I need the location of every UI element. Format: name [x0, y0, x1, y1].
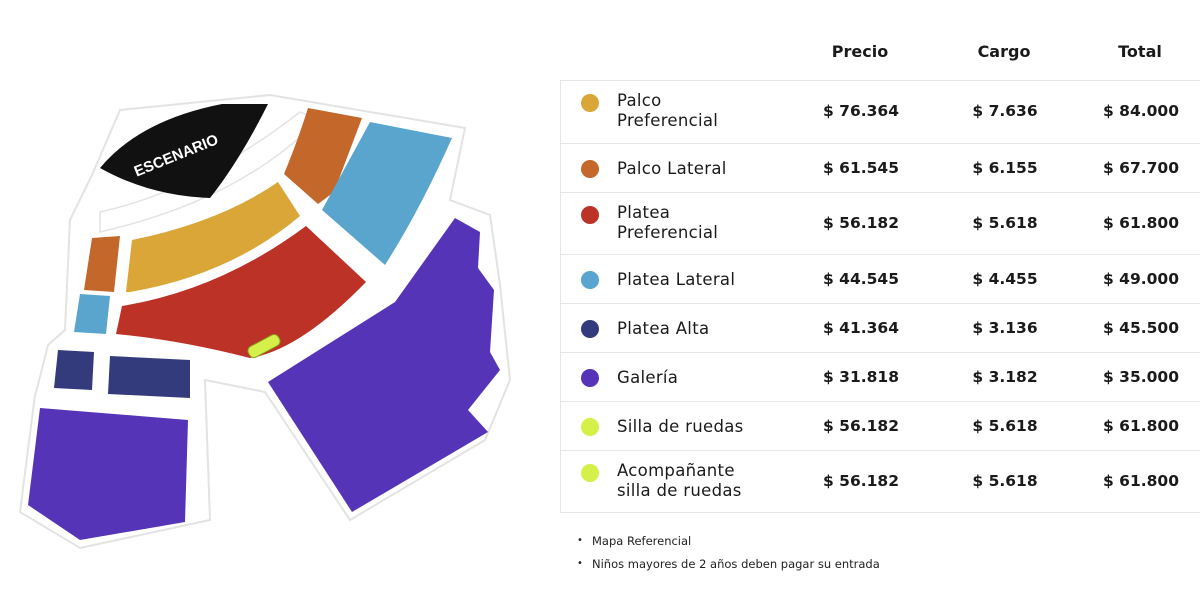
table-row: Galería $ 31.818 $ 3.182 $ 35.000	[561, 352, 1200, 401]
platea-alta-left-section[interactable]	[54, 350, 94, 390]
header-cargo: Cargo	[977, 42, 1031, 61]
table-row: Palco Lateral $ 61.545 $ 6.155 $ 67.700	[561, 143, 1200, 192]
color-swatch-icon	[581, 417, 599, 436]
table-header: Precio Cargo Total	[560, 22, 1200, 80]
platea-alta-right-section[interactable]	[108, 356, 190, 398]
total-cell: $ 84.000	[1103, 102, 1179, 120]
table-row: Palco Preferencial $ 76.364 $ 7.636 $ 84.00…	[561, 81, 1200, 143]
cargo-cell: $ 3.182	[972, 367, 1038, 386]
palco-lateral-right-section[interactable]	[284, 108, 362, 204]
header-total: Total	[1118, 42, 1162, 61]
zone-name: Silla de ruedas	[617, 416, 744, 436]
zone-name: Palco Lateral	[617, 158, 727, 178]
precio-cell: $ 56.182	[823, 416, 899, 435]
precio-cell: $ 61.545	[823, 158, 899, 177]
price-table: Precio Cargo Total Palco Preferencial $ 7…	[560, 22, 1200, 513]
precio-cell: $ 31.818	[823, 367, 899, 386]
platea-preferencial-section[interactable]	[116, 226, 366, 358]
precio-cell: $ 56.182	[823, 472, 899, 490]
precio-cell: $ 44.545	[823, 269, 899, 288]
zone-name: Acompañante silla de ruedas	[617, 461, 742, 500]
palco-preferencial-section[interactable]	[126, 182, 300, 292]
total-cell: $ 45.500	[1103, 318, 1179, 337]
table-row: Platea Lateral $ 44.545 $ 4.455 $ 49.000	[561, 254, 1200, 303]
table-row: Silla de ruedas $ 56.182 $ 5.618 $ 61.800	[561, 401, 1200, 450]
zone-name: Galería	[617, 367, 679, 387]
zone-name: Platea Preferencial	[617, 203, 719, 242]
note-text: Mapa Referencial	[592, 534, 692, 548]
precio-cell: $ 56.182	[823, 214, 899, 232]
cargo-cell: $ 5.618	[972, 416, 1038, 435]
cargo-cell: $ 5.618	[972, 472, 1038, 490]
galeria-right-section[interactable]	[268, 218, 500, 512]
table-body: Palco Preferencial $ 76.364 $ 7.636 $ 84.00…	[560, 80, 1200, 513]
cargo-cell: $ 7.636	[972, 102, 1038, 120]
zone-name: Palco Preferencial	[617, 91, 719, 130]
color-swatch-icon	[581, 206, 599, 224]
total-cell: $ 61.800	[1103, 472, 1179, 490]
color-swatch-icon	[581, 94, 599, 112]
table-row: Platea Alta $ 41.364 $ 3.136 $ 45.500	[561, 303, 1200, 352]
palco-lateral-left-section[interactable]	[84, 236, 120, 292]
total-cell: $ 61.800	[1103, 214, 1179, 232]
total-cell: $ 67.700	[1103, 158, 1179, 177]
color-swatch-icon	[581, 368, 599, 387]
color-swatch-icon	[581, 159, 599, 178]
cargo-cell: $ 4.455	[972, 269, 1038, 288]
bullet-icon: •	[577, 558, 583, 569]
venue-map: ESCENARIO	[18, 93, 512, 550]
total-cell: $ 35.000	[1103, 367, 1179, 386]
galeria-left-section[interactable]	[28, 408, 188, 540]
cargo-cell: $ 6.155	[972, 158, 1038, 177]
note-item: • Niños mayores de 2 años deben pagar su …	[577, 556, 880, 579]
table-row: Acompañante silla de ruedas $ 56.182 $ 5.6…	[561, 450, 1200, 512]
color-swatch-icon	[581, 270, 599, 289]
platea-lateral-left-section[interactable]	[74, 294, 110, 334]
color-swatch-icon	[581, 464, 599, 482]
cargo-cell: $ 5.618	[972, 214, 1038, 232]
total-cell: $ 61.800	[1103, 416, 1179, 435]
silla-de-ruedas-section[interactable]	[246, 333, 282, 360]
table-row: Platea Preferencial $ 56.182 $ 5.618 $ 61.8…	[561, 192, 1200, 254]
note-text: Niños mayores de 2 años deben pagar su e…	[592, 557, 880, 571]
stage-section[interactable]	[100, 104, 268, 198]
zone-name: Platea Alta	[617, 318, 710, 338]
color-swatch-icon	[581, 319, 599, 338]
header-precio: Precio	[831, 42, 889, 61]
cargo-cell: $ 3.136	[972, 318, 1038, 337]
footnotes: • Mapa Referencial • Niños mayores de 2 añ…	[577, 533, 880, 579]
bullet-icon: •	[577, 535, 583, 546]
platea-lateral-right-section[interactable]	[322, 122, 452, 265]
zone-name: Platea Lateral	[617, 269, 736, 289]
precio-cell: $ 41.364	[823, 318, 899, 337]
precio-cell: $ 76.364	[823, 102, 899, 120]
note-item: • Mapa Referencial	[577, 533, 880, 556]
total-cell: $ 49.000	[1103, 269, 1179, 288]
